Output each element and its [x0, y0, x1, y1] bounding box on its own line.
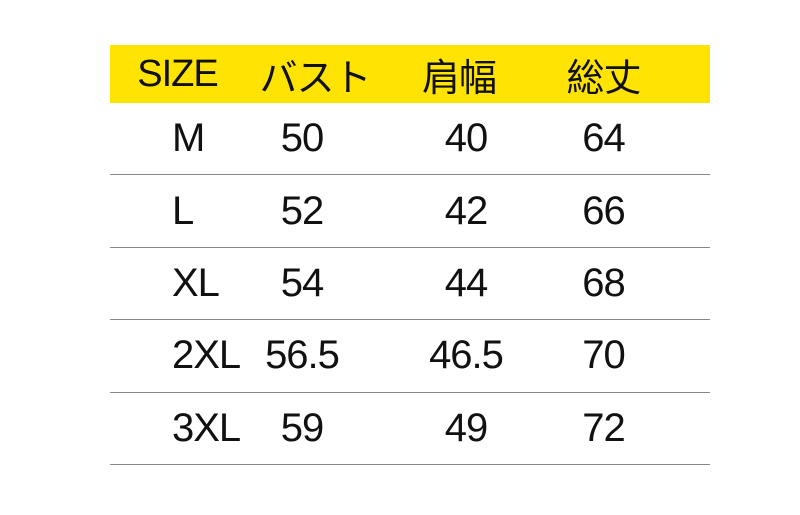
size-label: M — [172, 116, 205, 161]
table-row: XL 54 44 68 — [110, 248, 710, 321]
table-row: M 50 40 64 — [110, 103, 710, 176]
length-value: 64 — [582, 116, 626, 161]
shoulder-value: 49 — [444, 405, 489, 450]
header-cell-length: 総丈 — [566, 57, 641, 100]
length-value: 72 — [582, 405, 626, 450]
length-value: 68 — [582, 260, 626, 305]
length-value: 66 — [582, 188, 626, 233]
table-row: 3XL 59 49 72 — [110, 393, 710, 465]
shoulder-value: 44 — [444, 260, 489, 305]
size-label: XL — [172, 260, 220, 305]
shoulder-value: 40 — [444, 116, 489, 161]
bust-value: 52 — [280, 188, 325, 233]
shoulder-value: 46.5 — [429, 333, 504, 378]
table-row: 2XL 56.5 46.5 70 — [110, 320, 710, 393]
size-chart-table: SIZE バスト 肩幅 総丈 M 50 40 64 L 52 42 66 XL … — [110, 45, 710, 465]
size-label: 2XL — [172, 333, 241, 378]
header-cell-bust: バスト — [259, 57, 371, 100]
bust-value: 59 — [280, 405, 325, 450]
size-chart-header-row: SIZE バスト 肩幅 総丈 — [110, 45, 710, 103]
bust-value: 54 — [280, 260, 325, 305]
header-cell-size: SIZE — [137, 52, 218, 95]
shoulder-value: 42 — [444, 188, 489, 233]
bust-value: 56.5 — [265, 333, 340, 378]
table-row: L 52 42 66 — [110, 175, 710, 248]
bust-value: 50 — [280, 116, 325, 161]
size-label: L — [172, 188, 194, 233]
size-label: 3XL — [172, 405, 241, 450]
length-value: 70 — [582, 333, 626, 378]
header-cell-shoulder: 肩幅 — [421, 57, 497, 100]
